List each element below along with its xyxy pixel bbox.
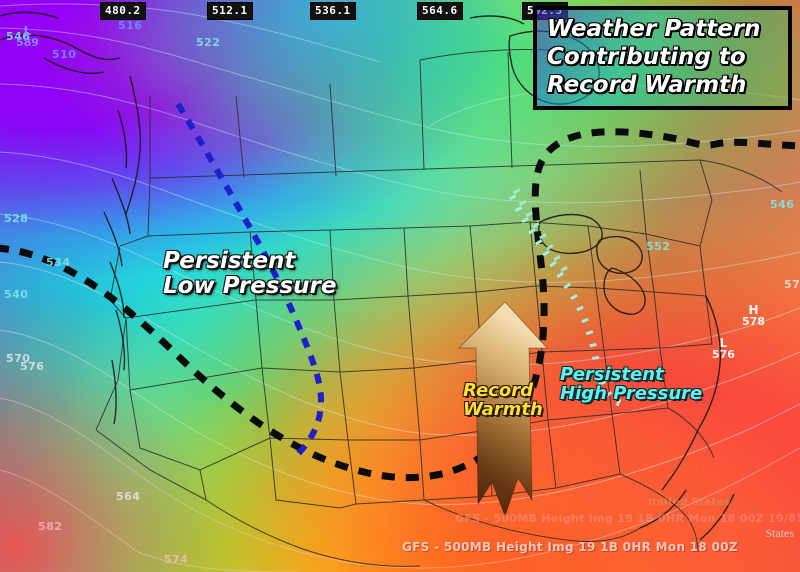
annotation-record-line2: Warmth: [463, 399, 543, 421]
political-borders: [95, 49, 783, 567]
title-line-2: Contributing to: [547, 44, 746, 70]
title-line-3: Record Warmth: [547, 72, 747, 98]
annotation-record-warmth: Record Warmth: [463, 381, 543, 420]
title-line-1: Weather Pattern: [547, 16, 761, 42]
annotation-record-line1: Record: [463, 380, 533, 401]
source-watermark: United States: [648, 497, 731, 508]
cyan-dotted-ridge-axis-upper: [512, 188, 573, 280]
annotation-high-line1: Persistent: [560, 364, 664, 385]
cyan-dotted-ridge-axis: [508, 194, 624, 408]
record-warmth-arrow: [457, 301, 549, 518]
states-watermark: States: [765, 526, 794, 540]
annotation-low-line1: Persistent: [163, 248, 296, 274]
model-stamp: GFS - 500MB Height Img 19 1B 0HR Mon 18 …: [402, 540, 738, 554]
model-stamp-ghost: GFS - 500MB Height Img 19 1B 0HR Mon 18 …: [455, 512, 800, 525]
black-dashed-trough-axis: [0, 128, 800, 482]
title-box: Weather Pattern Contributing to Record W…: [533, 6, 792, 110]
annotation-low-line2: Low Pressure: [163, 272, 337, 299]
annotation-persistent-low-pressure: Persistent Low Pressure: [163, 249, 337, 299]
annotation-persistent-high-pressure: Persistent High Pressure: [560, 365, 702, 404]
annotation-high-line2: High Pressure: [560, 383, 703, 405]
blue-dashed-trough-axis: [175, 102, 324, 459]
